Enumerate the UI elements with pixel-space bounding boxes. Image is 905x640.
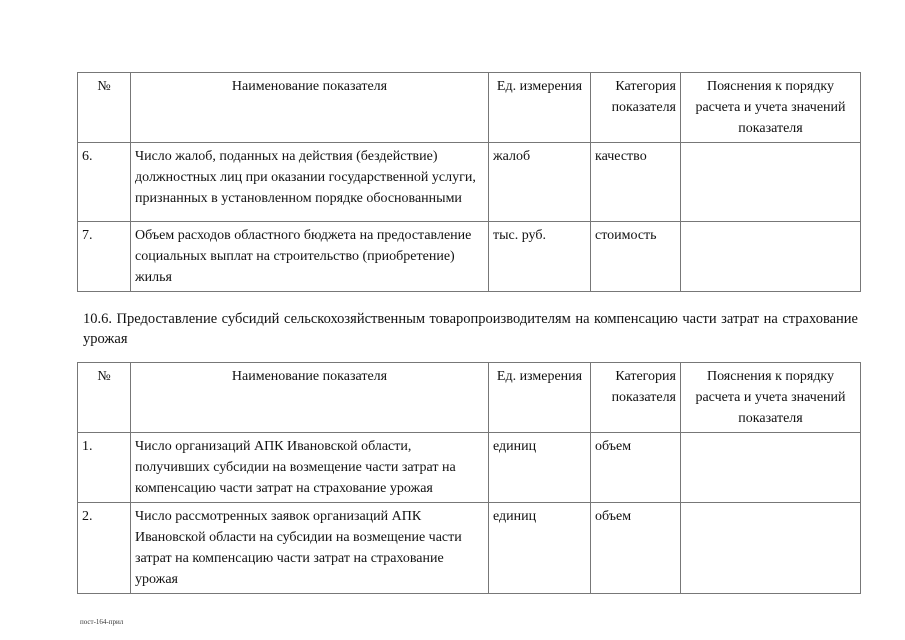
indicators-table-1: № Наименование показателя Ед. измерения … bbox=[77, 72, 861, 292]
table-row: 2. Число рассмотренных заявок организаци… bbox=[77, 502, 861, 594]
row-notes bbox=[680, 502, 861, 594]
row-unit: единиц bbox=[488, 502, 591, 594]
row-category: качество bbox=[590, 142, 681, 222]
header-notes: Пояснения к порядку расчета и учета знач… bbox=[680, 362, 861, 433]
header-notes: Пояснения к порядку расчета и учета знач… bbox=[680, 72, 861, 143]
table-row: 1. Число организаций АПК Ивановской обла… bbox=[77, 432, 861, 503]
row-notes bbox=[680, 221, 861, 292]
header-unit: Ед. измерения bbox=[488, 72, 591, 143]
header-num: № bbox=[77, 72, 131, 143]
section-title: 10.6. Предоставление субсидий сельскохоз… bbox=[83, 311, 858, 347]
header-name: Наименование показателя bbox=[130, 72, 489, 143]
header-category: Категория показателя bbox=[590, 72, 681, 143]
row-num: 7. bbox=[77, 221, 131, 292]
row-unit: тыс. руб. bbox=[488, 221, 591, 292]
footer-filename: пост-164-прил bbox=[80, 618, 124, 626]
row-category: объем bbox=[590, 432, 681, 503]
row-name: Число организаций АПК Ивановской области… bbox=[130, 432, 489, 503]
row-name: Число жалоб, поданных на действия (безде… bbox=[130, 142, 489, 222]
row-name: Объем расходов областного бюджета на пре… bbox=[130, 221, 489, 292]
row-unit: единиц bbox=[488, 432, 591, 503]
table-header: № Наименование показателя Ед. измерения … bbox=[77, 72, 861, 143]
row-notes bbox=[680, 432, 861, 503]
row-num: 2. bbox=[77, 502, 131, 594]
row-num: 6. bbox=[77, 142, 131, 222]
row-num: 1. bbox=[77, 432, 131, 503]
row-notes bbox=[680, 142, 861, 222]
table-header: № Наименование показателя Ед. измерения … bbox=[77, 362, 861, 433]
indicators-table-2: № Наименование показателя Ед. измерения … bbox=[77, 362, 861, 594]
table-row: 6. Число жалоб, поданных на действия (бе… bbox=[77, 142, 861, 222]
header-num: № bbox=[77, 362, 131, 433]
row-name: Число рассмотренных заявок организаций А… bbox=[130, 502, 489, 594]
header-unit: Ед. измерения bbox=[488, 362, 591, 433]
header-category: Категория показателя bbox=[590, 362, 681, 433]
row-unit: жалоб bbox=[488, 142, 591, 222]
header-name: Наименование показателя bbox=[130, 362, 489, 433]
row-category: стоимость bbox=[590, 221, 681, 292]
table-row: 7. Объем расходов областного бюджета на … bbox=[77, 221, 861, 292]
row-category: объем bbox=[590, 502, 681, 594]
